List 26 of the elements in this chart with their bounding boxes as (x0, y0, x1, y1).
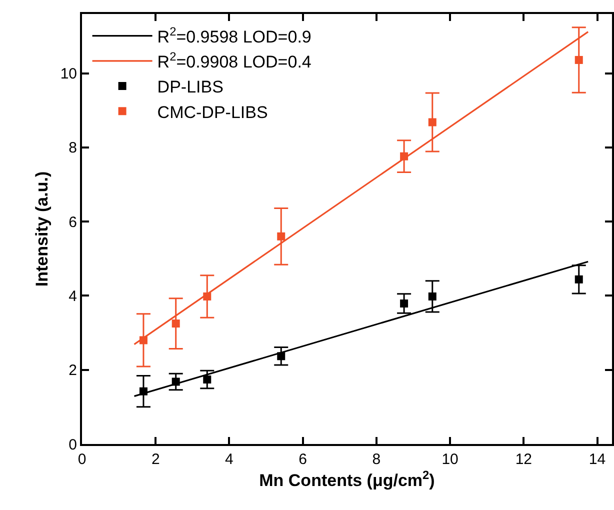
legend-label: R$^{2}$=0.9598 LOD=0.9 (157, 24, 312, 46)
legend-label: CMC-DP-LIBS (157, 102, 268, 122)
y-tick-label: 8 (68, 140, 77, 157)
y-tick-label: 0 (68, 436, 77, 454)
legend-label: R$^{2}$=0.9908 LOD=0.4 (157, 49, 312, 72)
x-tick-label: 2 (151, 451, 160, 468)
x-tick-label: 10 (442, 451, 458, 468)
point (574, 56, 583, 64)
x-tick-label: 8 (372, 451, 381, 468)
point (139, 336, 148, 344)
x-tick-label: 12 (515, 451, 532, 468)
y-axis-title: Intensity (a.u.) (32, 171, 52, 287)
x-tick-label: 6 (298, 451, 307, 468)
point (203, 292, 212, 300)
legend-label: DP-LIBS (157, 78, 224, 97)
y-tick-label: 4 (68, 288, 77, 305)
y-tick-label: 2 (68, 362, 77, 380)
y-tick-label: 6 (68, 214, 77, 231)
point (277, 232, 286, 240)
point (428, 118, 436, 126)
x-axis-title: Mn Contents (μg/cm$^{2}$) (259, 468, 435, 490)
point (172, 320, 180, 328)
x-tick-label: 14 (588, 451, 606, 468)
x-tick-label: 4 (225, 451, 234, 468)
point (400, 152, 408, 160)
y-tick-label: 10 (60, 66, 77, 83)
